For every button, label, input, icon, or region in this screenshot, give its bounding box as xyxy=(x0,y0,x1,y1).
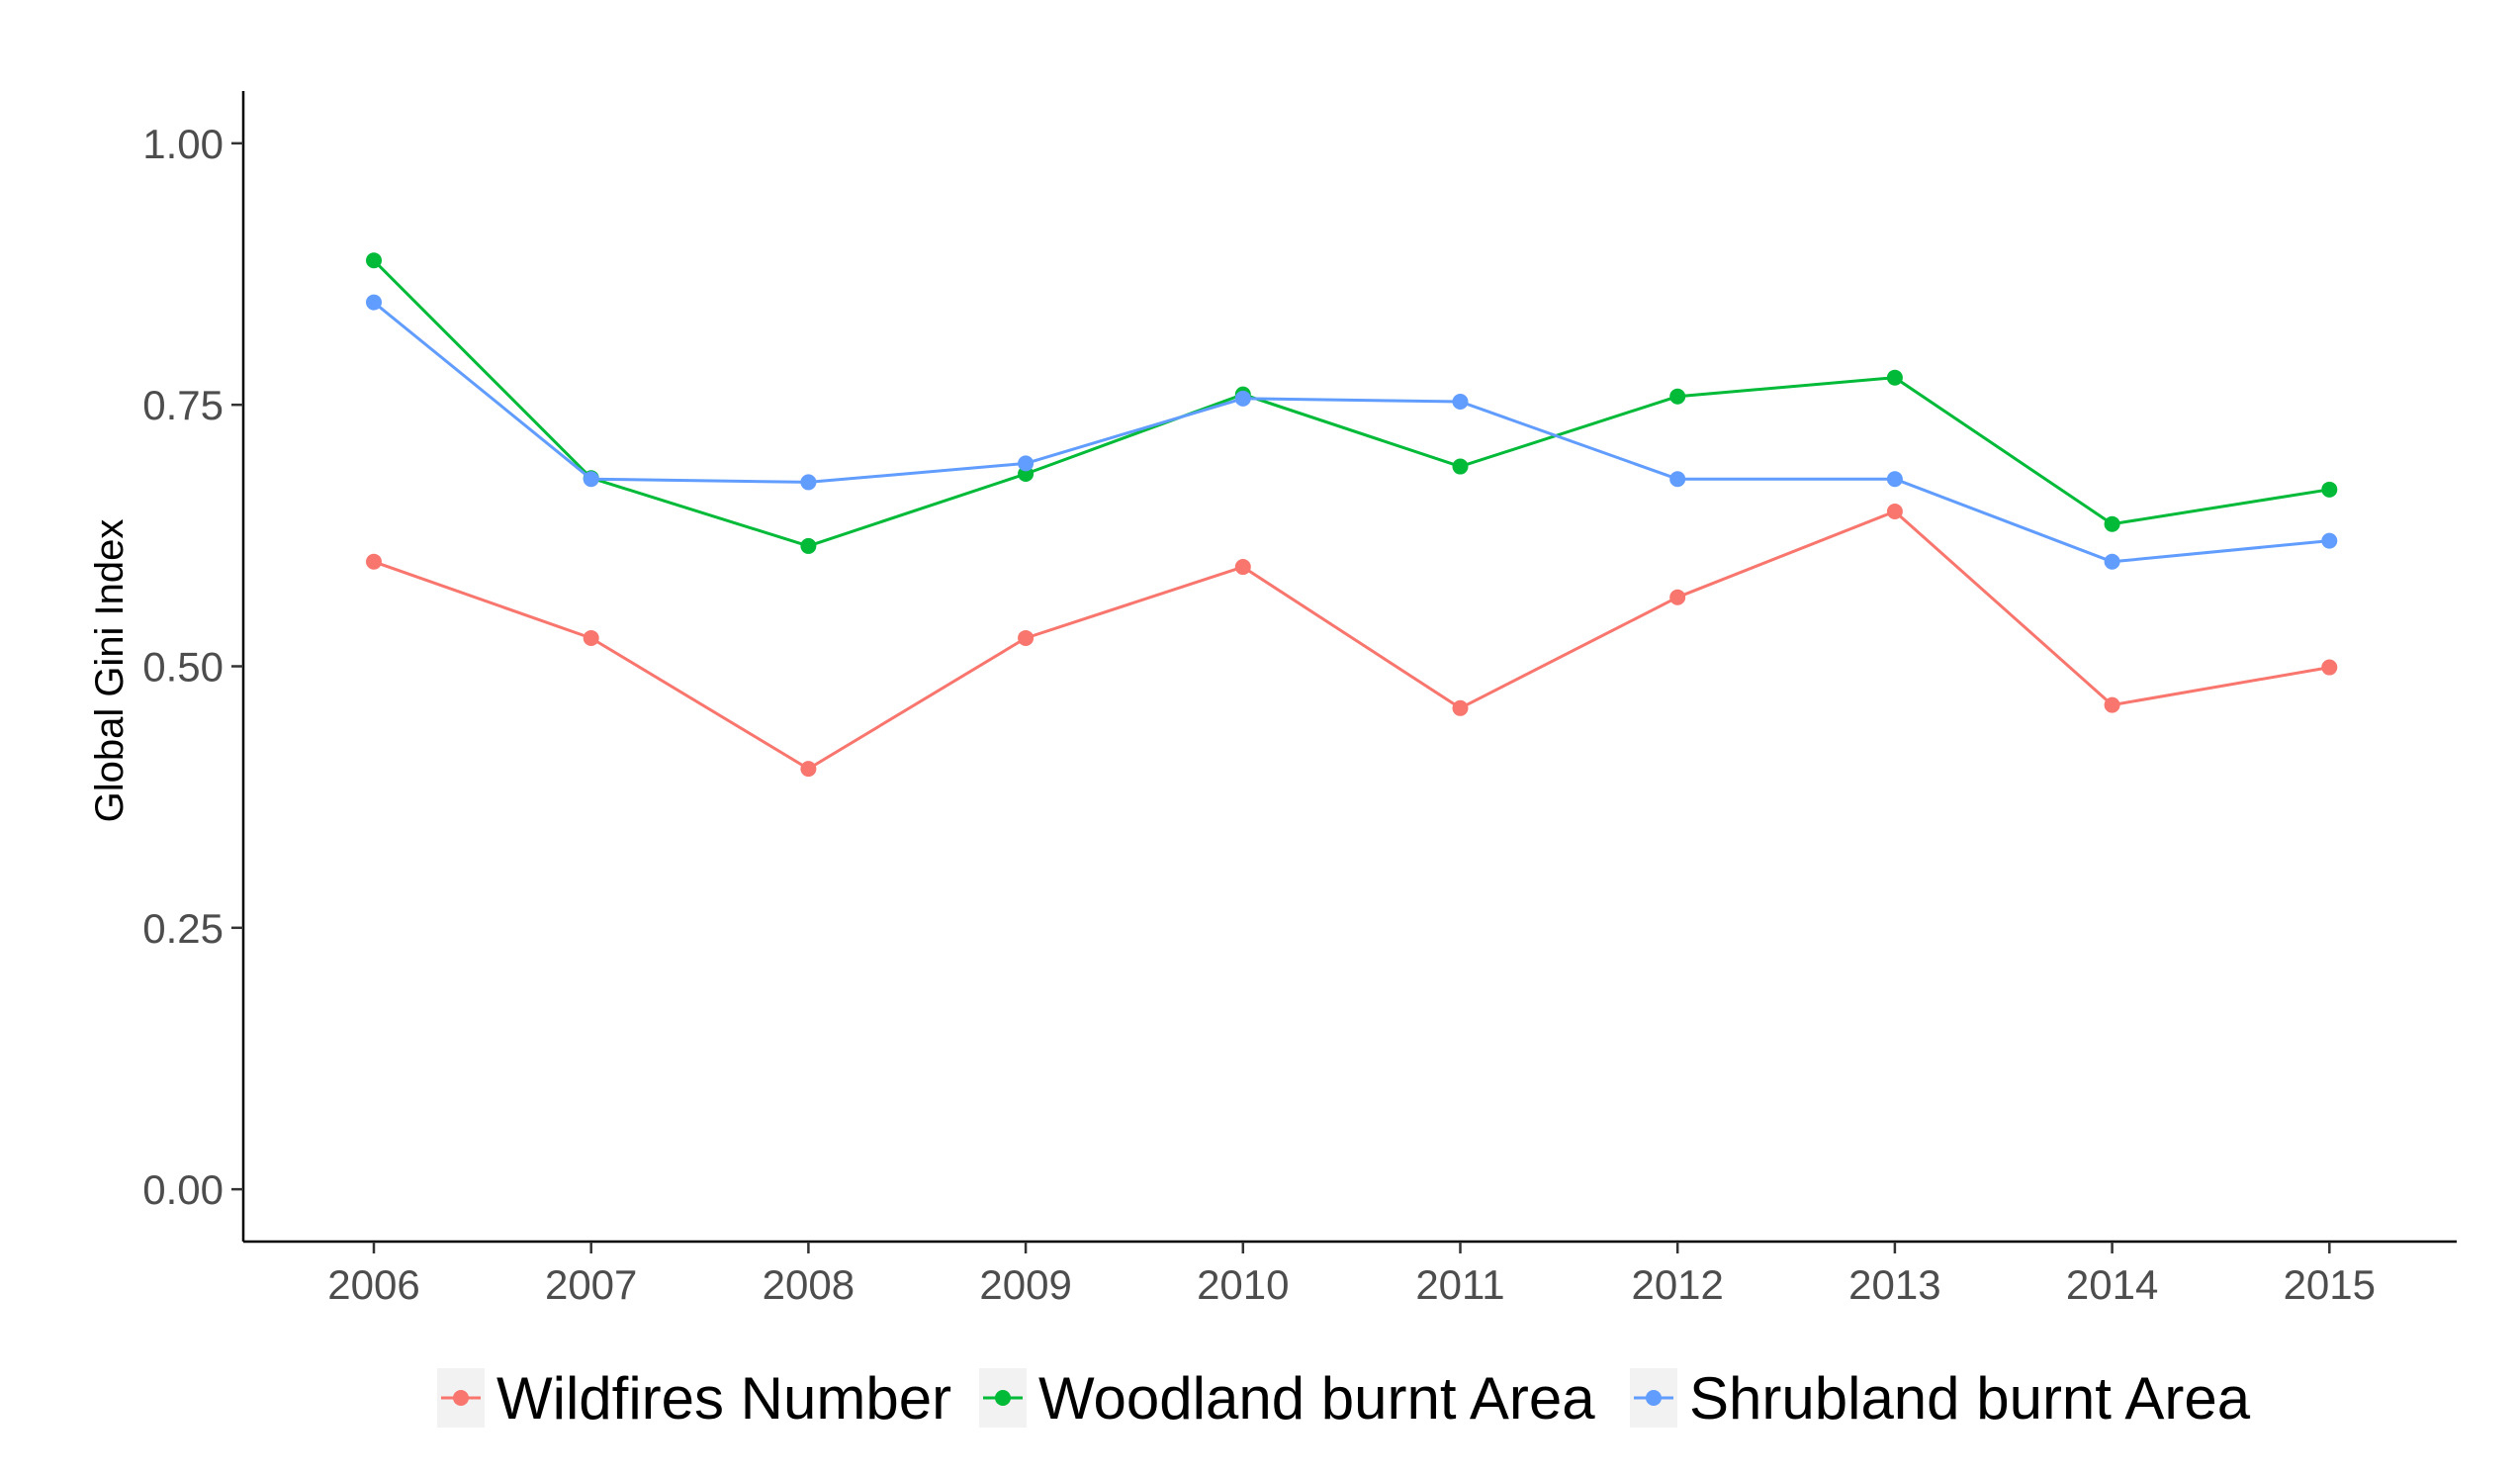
x-tick-label: 2009 xyxy=(979,1261,1071,1308)
legend-key-point xyxy=(995,1390,1011,1406)
data-point-shrubland-burnt-area xyxy=(1669,471,1686,488)
data-point-wildfires-number xyxy=(800,761,817,778)
data-point-wildfires-number xyxy=(2321,659,2338,676)
x-tick-label: 2008 xyxy=(763,1261,855,1308)
data-point-woodland-burnt-area xyxy=(800,537,817,554)
x-tick-label: 2013 xyxy=(1848,1261,1940,1308)
x-tick-label: 2007 xyxy=(545,1261,637,1308)
x-tick-label: 2014 xyxy=(2066,1261,2158,1308)
y-axis-title: Global Gini Index xyxy=(88,519,132,823)
legend-label-wildfires-number: Wildfires Number xyxy=(496,1365,951,1432)
series-line-shrubland-burnt-area xyxy=(373,301,2330,564)
y-tick-label: 0.25 xyxy=(142,905,224,952)
data-point-shrubland-burnt-area xyxy=(1452,394,1469,411)
data-point-wildfires-number xyxy=(1452,699,1469,716)
legend-key-point xyxy=(1646,1390,1662,1406)
x-tick-label: 2010 xyxy=(1197,1261,1289,1308)
data-point-woodland-burnt-area xyxy=(1669,388,1686,405)
data-point-shrubland-burnt-area xyxy=(1018,455,1035,472)
data-point-wildfires-number xyxy=(2104,696,2120,713)
data-point-woodland-burnt-area xyxy=(2321,481,2338,498)
data-point-wildfires-number xyxy=(1886,504,1903,520)
data-point-wildfires-number xyxy=(1669,589,1686,605)
data-point-wildfires-number xyxy=(1234,559,1251,576)
data-point-wildfires-number xyxy=(583,629,599,646)
y-tick-label: 0.75 xyxy=(142,382,224,428)
y-tick-label: 1.00 xyxy=(142,121,224,167)
data-point-wildfires-number xyxy=(1018,629,1035,646)
data-point-woodland-burnt-area xyxy=(366,252,382,269)
data-point-shrubland-burnt-area xyxy=(366,294,382,311)
series-line-wildfires-number xyxy=(373,509,2330,771)
data-point-woodland-burnt-area xyxy=(1886,369,1903,386)
data-point-woodland-burnt-area xyxy=(2104,515,2120,532)
legend-label-woodland-burnt-area: Woodland burnt Area xyxy=(1038,1365,1595,1432)
data-point-shrubland-burnt-area xyxy=(2321,532,2338,549)
y-tick-label: 0.00 xyxy=(142,1166,224,1213)
data-point-woodland-burnt-area xyxy=(1452,458,1469,475)
series-line-woodland-burnt-area xyxy=(372,259,2330,548)
legend-key-point xyxy=(453,1390,469,1406)
x-tick-label: 2015 xyxy=(2284,1261,2376,1308)
x-tick-label: 2006 xyxy=(327,1261,419,1308)
data-point-shrubland-burnt-area xyxy=(583,471,599,488)
legend-label-shrubland-burnt-area: Shrubland burnt Area xyxy=(1689,1365,2251,1432)
y-tick-label: 0.50 xyxy=(142,644,224,691)
data-point-shrubland-burnt-area xyxy=(1886,471,1903,488)
x-tick-label: 2011 xyxy=(1415,1261,1504,1308)
data-point-shrubland-burnt-area xyxy=(2104,553,2120,570)
data-point-wildfires-number xyxy=(366,553,382,570)
data-point-shrubland-burnt-area xyxy=(800,474,817,491)
x-tick-label: 2012 xyxy=(1631,1261,1723,1308)
data-point-shrubland-burnt-area xyxy=(1234,390,1251,407)
